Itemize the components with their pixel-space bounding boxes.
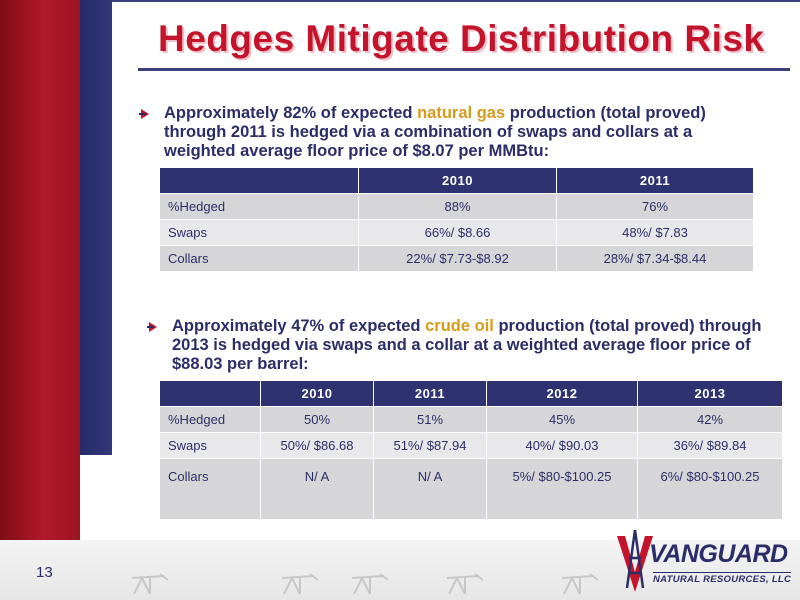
table-header-cell: 2013 xyxy=(638,381,782,406)
table-cell: 22%/ $7.73-$8.92 xyxy=(359,245,557,271)
top-rule xyxy=(112,0,800,2)
company-logo: VANGUARD NATURAL RESOURCES, LLC xyxy=(615,528,795,594)
table-cell: N/ A xyxy=(374,458,487,519)
bullet-text: production (total proved) through 2013 i… xyxy=(172,317,762,373)
table-cell: %Hedged xyxy=(160,406,261,432)
pumpjack-icon xyxy=(446,573,484,594)
table-header-cell: 2012 xyxy=(487,381,638,406)
footer-band xyxy=(0,540,800,600)
left-red-band xyxy=(0,0,80,540)
table-cell: %Hedged xyxy=(160,193,359,219)
page-number: 13 xyxy=(36,564,53,581)
table-cell: 50% xyxy=(261,406,374,432)
table-cell: 51% xyxy=(374,406,487,432)
arrow-bullet-icon xyxy=(147,322,157,332)
table-cell: 42% xyxy=(638,406,782,432)
table-header-cell xyxy=(160,381,261,406)
table-cell: 50%/ $86.68 xyxy=(261,432,374,458)
pumpjack-icon xyxy=(351,573,389,594)
table-cell: 51%/ $87.94 xyxy=(374,432,487,458)
logo-subtitle: NATURAL RESOURCES, LLC xyxy=(653,572,792,585)
logo-name: VANGUARD xyxy=(649,540,788,568)
table-header-cell: 2010 xyxy=(359,168,557,193)
table-header-cell xyxy=(160,168,359,193)
table-cell: 40%/ $90.03 xyxy=(487,432,638,458)
bullet-natural-gas: Approximately 82% of expected natural ga… xyxy=(139,104,764,161)
left-navy-band xyxy=(80,0,112,455)
table-cell: 76% xyxy=(557,193,753,219)
bullet-text: production (total proved) through 2011 i… xyxy=(164,104,706,160)
table-row: Collars N/ A N/ A 5%/ $80-$100.25 6%/ $8… xyxy=(160,458,782,519)
arrow-bullet-icon xyxy=(139,109,149,119)
gas-hedge-table: 2010 2011 %Hedged 88% 76% Swaps 66%/ $8.… xyxy=(160,168,753,271)
bullet-text: Approximately 47% of expected xyxy=(172,317,426,335)
table-row: %Hedged 50% 51% 45% 42% xyxy=(160,406,782,432)
table-cell: 28%/ $7.34-$8.44 xyxy=(557,245,753,271)
table-row: Swaps 50%/ $86.68 51%/ $87.94 40%/ $90.0… xyxy=(160,432,782,458)
table-cell: N/ A xyxy=(261,458,374,519)
table-cell: Swaps xyxy=(160,219,359,245)
table-cell: 45% xyxy=(487,406,638,432)
bullet-highlight: crude oil xyxy=(425,317,494,335)
table-row: Collars 22%/ $7.73-$8.92 28%/ $7.34-$8.4… xyxy=(160,245,753,271)
bullet-text: Approximately 82% of expected xyxy=(164,104,418,122)
table-cell: 5%/ $80-$100.25 xyxy=(487,458,638,519)
pumpjack-icon xyxy=(131,573,169,594)
table-header-cell: 2010 xyxy=(261,381,374,406)
oil-hedge-table: 2010 2011 2012 2013 %Hedged 50% 51% 45% … xyxy=(160,381,782,519)
table-cell: 36%/ $89.84 xyxy=(638,432,782,458)
title-underline xyxy=(138,68,790,71)
derrick-logo-icon xyxy=(617,529,653,592)
table-cell: 6%/ $80-$100.25 xyxy=(638,458,782,519)
table-cell: Collars xyxy=(160,458,261,519)
table-header-cell: 2011 xyxy=(557,168,753,193)
pumpjack-icon xyxy=(281,573,319,594)
pumpjack-icon xyxy=(561,573,599,594)
table-cell: Collars xyxy=(160,245,359,271)
bullet-highlight: natural gas xyxy=(417,104,506,122)
table-cell: 48%/ $7.83 xyxy=(557,219,753,245)
table-row: %Hedged 88% 76% xyxy=(160,193,753,219)
slide-title: Hedges Mitigate Distribution Risk xyxy=(158,18,765,59)
table-header-cell: 2011 xyxy=(374,381,487,406)
table-cell: 66%/ $8.66 xyxy=(359,219,557,245)
table-row: Swaps 66%/ $8.66 48%/ $7.83 xyxy=(160,219,753,245)
table-cell: 88% xyxy=(359,193,557,219)
bullet-crude-oil: Approximately 47% of expected crude oil … xyxy=(147,317,772,374)
table-cell: Swaps xyxy=(160,432,261,458)
